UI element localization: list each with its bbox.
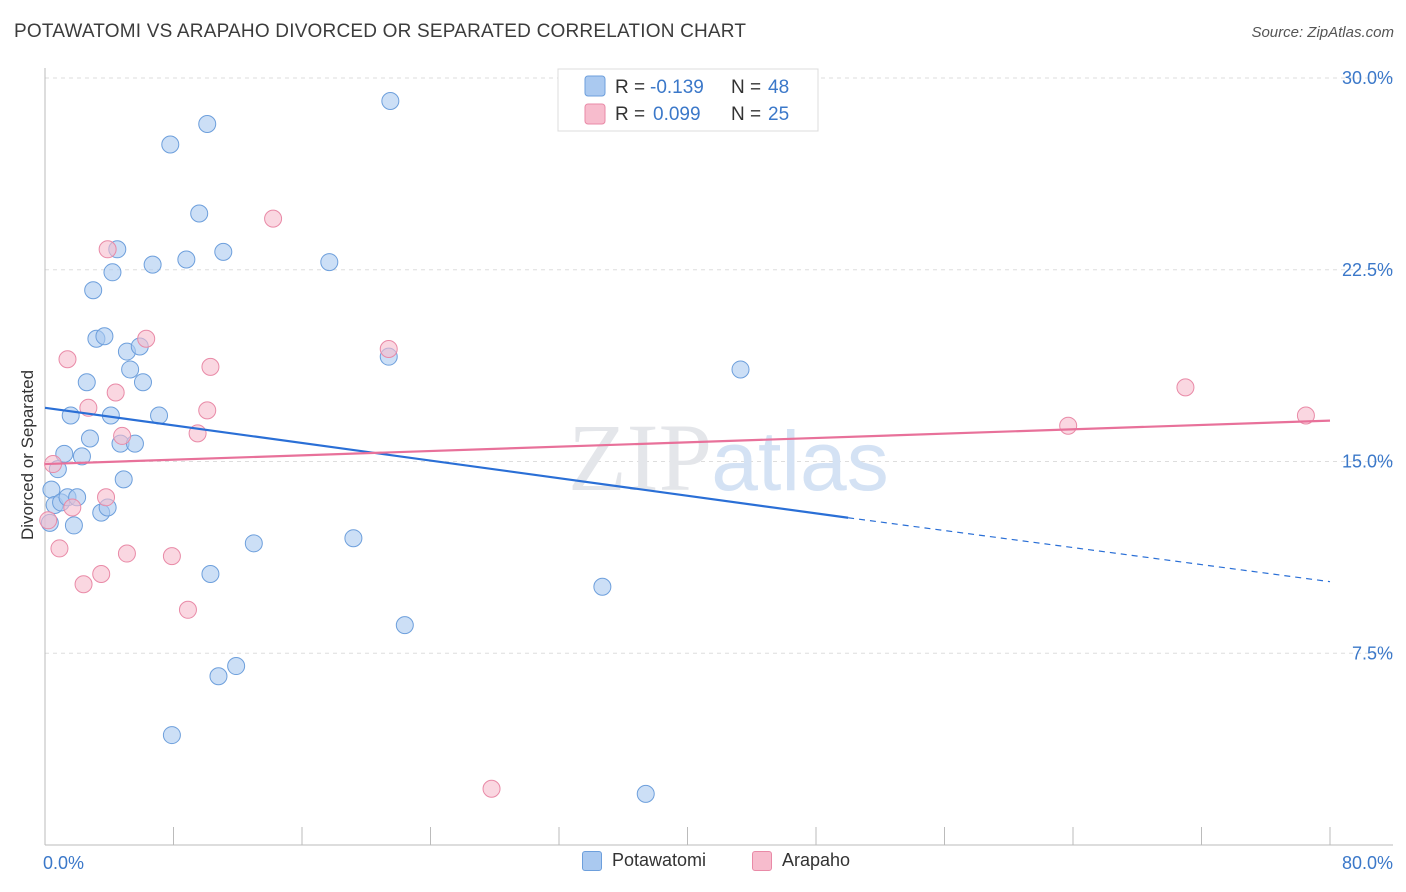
potawatomi-point xyxy=(133,373,152,392)
potawatomi-point xyxy=(381,92,400,111)
y-tick-label: 15.0% xyxy=(1342,452,1393,472)
arapaho-point xyxy=(178,600,197,619)
legend-r-value-1: -0.139 xyxy=(650,77,704,98)
legend-n-label-2: N = xyxy=(731,104,761,125)
arapaho-point xyxy=(1176,378,1195,397)
x-tick-label-min: 0.0% xyxy=(43,853,84,873)
arapaho-point xyxy=(106,383,125,402)
potawatomi-point xyxy=(72,447,91,466)
arapaho-point xyxy=(201,357,220,376)
potawatomi-point xyxy=(84,281,103,300)
potawatomi-point xyxy=(190,204,209,223)
potawatomi-point xyxy=(114,470,133,489)
y-axis-label: Divorced or Separated xyxy=(18,370,37,540)
trend-layer xyxy=(44,406,1331,583)
legend-bottom: Potawatomi Arapaho xyxy=(0,850,1406,878)
arapaho-point xyxy=(113,426,132,445)
trendline-potawatomi xyxy=(44,406,849,519)
potawatomi-point xyxy=(593,577,612,596)
legend-n-value-2: 25 xyxy=(768,104,789,125)
axis-layer: 7.5% 15.0% 22.5% 30.0% 0.0% 80.0% xyxy=(43,68,1393,873)
arapaho-point xyxy=(92,564,111,583)
potawatomi-point xyxy=(636,784,655,803)
watermark-atlas: atlas xyxy=(711,414,888,508)
potawatomi-point xyxy=(121,360,140,379)
potawatomi-point xyxy=(244,534,263,553)
arapaho-point xyxy=(1059,416,1078,435)
potawatomi-point xyxy=(395,616,414,635)
legend-item-potawatomi: Potawatomi xyxy=(582,850,706,871)
arapaho-point xyxy=(74,575,93,594)
arapaho-point xyxy=(50,539,69,558)
potawatomi-point xyxy=(214,242,233,261)
arapaho-point xyxy=(264,209,283,228)
arapaho-point xyxy=(137,329,156,348)
x-tick-label-max: 80.0% xyxy=(1342,853,1393,873)
legend-swatch-arapaho xyxy=(584,103,606,125)
arapaho-point xyxy=(97,488,116,507)
potawatomi-point xyxy=(143,255,162,274)
potawatomi-point xyxy=(227,657,246,676)
trendline-potawatomi-extension xyxy=(848,517,1331,583)
legend-r-value-2: 0.099 xyxy=(653,104,701,125)
arapaho-point xyxy=(98,240,117,259)
potawatomi-point xyxy=(103,263,122,282)
arapaho-point xyxy=(39,511,58,530)
trendline-arapaho xyxy=(44,419,1331,466)
potawatomi-point xyxy=(731,360,750,379)
potawatomi-point xyxy=(95,327,114,346)
arapaho-point xyxy=(1296,406,1315,425)
potawatomi-point xyxy=(161,135,180,154)
potawatomi-point xyxy=(320,253,339,272)
watermark-zip: ZIP xyxy=(568,404,712,511)
legend-swatch-arapaho-bottom xyxy=(752,850,772,871)
legend-label-potawatomi: Potawatomi xyxy=(612,850,707,870)
y-tick-label: 7.5% xyxy=(1352,643,1393,663)
arapaho-point xyxy=(198,401,217,420)
arapaho-point xyxy=(117,544,136,563)
legend-label-arapaho: Arapaho xyxy=(782,850,851,870)
arapaho-point xyxy=(162,547,181,566)
legend-r-label-1: R = xyxy=(615,77,645,98)
grid-layer xyxy=(45,77,1393,654)
potawatomi-point xyxy=(177,250,196,269)
potawatomi-point xyxy=(64,516,83,535)
potawatomi-point xyxy=(80,429,99,448)
legend-swatch-potawatomi-bottom xyxy=(582,850,602,871)
y-tick-label: 30.0% xyxy=(1342,68,1393,88)
potawatomi-point xyxy=(198,115,217,134)
potawatomi-point xyxy=(77,373,96,392)
source-label: Source: ZipAtlas.com xyxy=(1251,24,1394,41)
potawatomi-point xyxy=(162,726,181,745)
legend-top: R = -0.139 N = 48 R = 0.099 N = 25 xyxy=(557,68,819,132)
chart-title: POTAWATOMI VS ARAPAHO DIVORCED OR SEPARA… xyxy=(14,21,747,42)
legend-item-arapaho: Arapaho xyxy=(752,850,850,871)
potawatomi-point xyxy=(150,406,169,425)
y-tick-label: 22.5% xyxy=(1342,260,1393,280)
potawatomi-point xyxy=(344,529,363,548)
legend-n-value-1: 48 xyxy=(768,77,789,98)
legend-swatch-potawatomi xyxy=(584,75,606,97)
points-layer xyxy=(39,92,1315,803)
legend-n-label-1: N = xyxy=(731,77,761,98)
potawatomi-point xyxy=(201,564,220,583)
arapaho-point xyxy=(379,340,398,359)
arapaho-point xyxy=(63,498,82,517)
potawatomi-point xyxy=(209,667,228,686)
arapaho-point xyxy=(482,779,501,798)
arapaho-point xyxy=(58,350,77,369)
legend-r-label-2: R = xyxy=(615,104,645,125)
